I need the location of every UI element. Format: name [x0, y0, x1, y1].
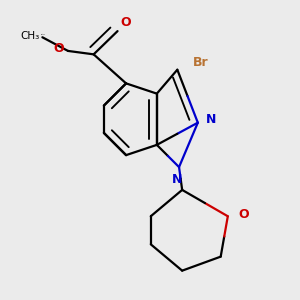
Text: N: N — [206, 113, 217, 126]
Text: O: O — [53, 42, 64, 55]
Text: CH₃: CH₃ — [20, 31, 40, 40]
Text: N: N — [172, 173, 182, 186]
Text: O: O — [238, 208, 249, 221]
Text: Br: Br — [193, 56, 208, 69]
Text: O: O — [120, 16, 131, 29]
Text: methyl: methyl — [41, 33, 46, 34]
